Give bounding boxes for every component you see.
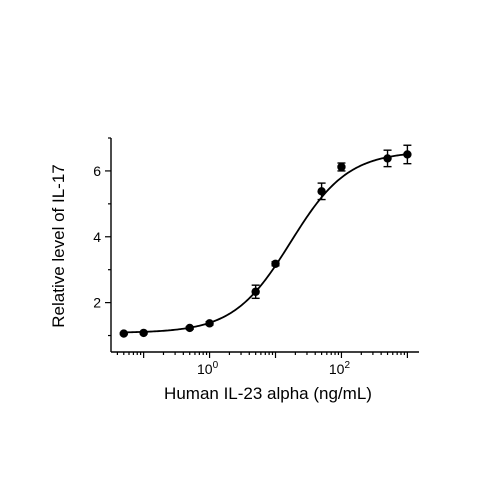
x-axis-title: Human IL-23 alpha (ng/mL) [164,384,372,403]
y-ticks: 2 4 6 [93,137,111,337]
x-tick-label: 100 [197,360,219,377]
data-marker [337,162,346,172]
data-marker [205,319,214,328]
data-point [337,162,346,172]
axes [110,138,419,353]
data-marker [271,259,280,268]
y-axis-title: Relative level of IL-17 [49,164,68,327]
data-marker [383,154,392,163]
data-marker [139,328,148,338]
x-ticks: 100 102 [116,352,408,377]
y-tick-label: 2 [93,295,101,311]
data-point [403,144,412,165]
data-point [205,319,214,328]
data-point [251,284,260,300]
data-marker [251,287,260,296]
data-marker [403,150,412,159]
data-point [271,259,280,268]
data-marker [119,329,128,338]
data-point [139,328,148,338]
data-point [185,323,194,333]
y-tick-label: 6 [93,163,101,179]
fit-curve [123,153,408,334]
y-tick-label: 4 [93,229,101,245]
x-tick-label: 102 [329,360,351,377]
data-point [119,329,128,338]
data-point [317,182,326,201]
data-marker [185,323,194,333]
data-point [383,149,392,168]
data-marker [317,187,326,196]
data-points [119,144,412,338]
